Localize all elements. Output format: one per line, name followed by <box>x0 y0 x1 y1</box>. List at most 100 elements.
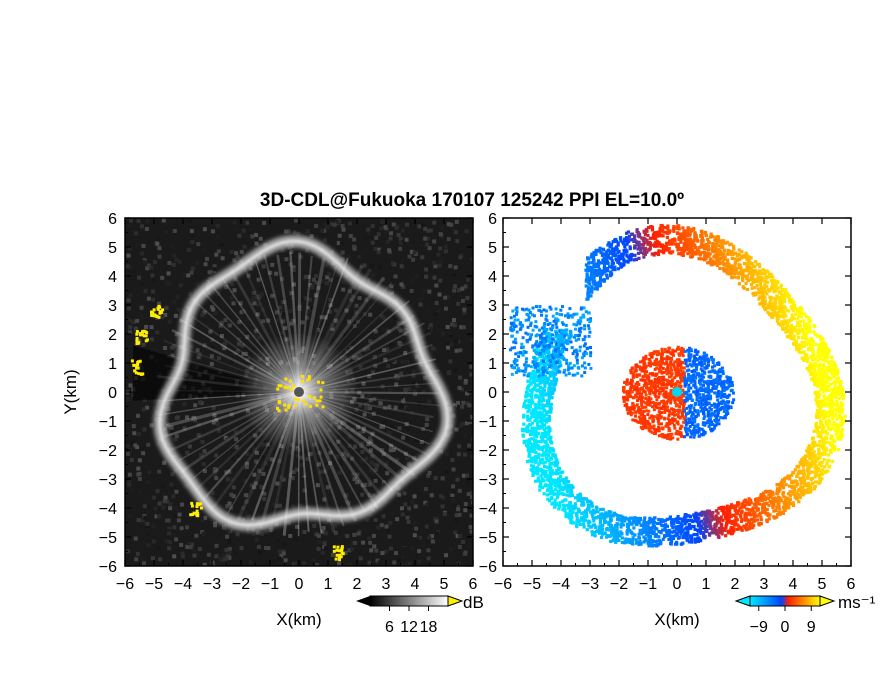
velocity-pixel <box>547 425 551 429</box>
noise-pixel <box>364 456 369 461</box>
noise-pixel <box>376 525 381 530</box>
velocity-pixel <box>587 278 591 282</box>
velocity-pixel <box>528 379 532 383</box>
velocity-pixel <box>544 469 548 474</box>
noise-pixel <box>291 265 296 270</box>
velocity-pixel <box>665 532 669 536</box>
velocity-pixel <box>730 271 734 275</box>
noise-pixel <box>413 504 418 509</box>
velocity-pixel <box>811 440 815 444</box>
high-echo-pixel <box>290 388 294 392</box>
velocity-pixel <box>729 525 733 530</box>
velocity-pixel <box>709 524 713 529</box>
velocity-pixel <box>819 386 823 390</box>
high-echo-pixel <box>160 310 164 314</box>
noise-pixel <box>376 455 381 460</box>
velocity-pixel <box>720 242 724 247</box>
velocity-pixel <box>739 519 744 523</box>
velocity-pixel <box>740 502 744 506</box>
velocity-pixel <box>665 530 669 534</box>
velocity-pixel <box>833 386 837 390</box>
velocity-pixel <box>681 528 685 532</box>
noise-pixel <box>361 429 366 434</box>
velocity-pixel <box>588 510 593 514</box>
velocity-pixel <box>799 346 803 350</box>
velocity-pixel <box>761 268 765 272</box>
velocity-pixel <box>586 286 591 290</box>
velocity-pixel <box>607 528 611 532</box>
high-echo-pixel <box>150 313 154 317</box>
velocity-pixel <box>559 487 563 492</box>
noise-pixel <box>412 475 417 480</box>
noise-pixel <box>319 315 324 320</box>
velocity-pixel <box>799 477 803 482</box>
velocity-pixel <box>778 308 782 312</box>
noise-pixel <box>297 306 302 311</box>
high-echo-pixel <box>140 333 144 337</box>
noise-pixel <box>231 457 236 462</box>
noise-pixel <box>442 512 447 517</box>
velocity-pixel <box>535 466 540 470</box>
velocity-pixel <box>547 390 551 394</box>
velocity-pixel <box>652 530 656 534</box>
velocity-pixel <box>759 515 763 519</box>
velocity-pixel <box>826 360 830 364</box>
noise-pixel <box>190 266 195 271</box>
velocity-pixel <box>592 523 596 527</box>
velocity-pixel <box>663 519 668 523</box>
noise-pixel <box>424 267 429 272</box>
noise-pixel <box>377 247 382 252</box>
velocity-pixel <box>842 393 846 397</box>
high-echo-pixel <box>300 375 304 379</box>
noise-pixel <box>150 556 155 561</box>
velocity-pixel <box>711 259 715 263</box>
velocity-pixel <box>774 299 778 303</box>
noise-pixel <box>245 542 250 547</box>
noise-pixel <box>167 222 172 227</box>
velocity-pixel <box>545 488 550 492</box>
velocity-pixel <box>818 348 823 352</box>
velocity-pixel <box>793 468 797 472</box>
velocity-pixel <box>547 416 551 420</box>
velocity-pixel <box>524 404 528 408</box>
velocity-pixel <box>679 235 683 239</box>
noise-pixel <box>180 554 185 559</box>
high-echo-pixel <box>287 405 291 409</box>
velocity-pixel <box>686 226 690 230</box>
velocity-pixel <box>526 379 530 383</box>
noise-pixel <box>190 240 195 245</box>
noise-pixel <box>302 488 307 493</box>
velocity-pixel <box>531 400 535 404</box>
velocity-pixel <box>643 232 648 236</box>
noise-pixel <box>314 273 319 278</box>
velocity-pixel <box>549 382 553 387</box>
noise-pixel <box>166 518 171 523</box>
noise-pixel <box>382 347 387 352</box>
noise-pixel <box>260 455 265 460</box>
noise-pixel <box>414 274 419 279</box>
noise-pixel <box>352 540 357 545</box>
velocity-pixel <box>529 437 533 441</box>
noise-pixel <box>457 512 462 517</box>
velocity-pixel <box>775 505 779 509</box>
velocity-pixel <box>543 413 547 418</box>
velocity-pixel <box>633 533 637 537</box>
velocity-pixel <box>747 524 751 529</box>
velocity-pixel <box>692 513 696 517</box>
velocity-pixel <box>525 459 530 464</box>
velocity-pixel <box>784 314 788 318</box>
velocity-pixel <box>821 426 825 431</box>
velocity-pixel <box>581 496 585 501</box>
velocity-pixel <box>678 517 682 521</box>
velocity-pixel <box>712 255 716 259</box>
high-echo-pixel <box>308 394 312 398</box>
noise-pixel <box>280 330 285 335</box>
noise-pixel <box>126 306 131 311</box>
velocity-pixel <box>611 240 615 244</box>
high-echo-pixel <box>133 369 137 373</box>
noise-pixel <box>142 561 147 566</box>
noise-pixel <box>340 257 345 262</box>
noise-pixel <box>409 288 414 293</box>
noise-pixel <box>388 443 393 448</box>
velocity-pixel <box>622 540 626 544</box>
